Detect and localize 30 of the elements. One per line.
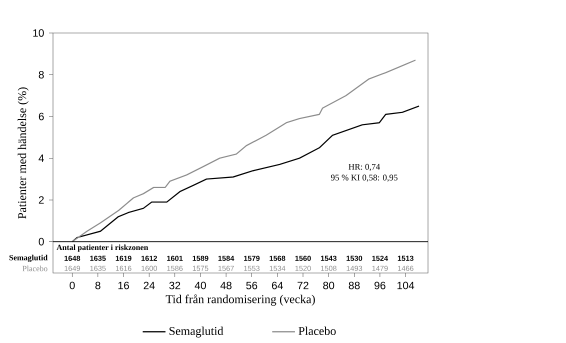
x-tick-label: 24 xyxy=(144,282,155,290)
x-tick-label: 104 xyxy=(397,282,414,290)
legend-label: Placebo xyxy=(298,326,336,336)
x-tick-label: 40 xyxy=(194,282,206,290)
x-tick-label: 96 xyxy=(374,282,386,290)
x-tick-label: 32 xyxy=(169,282,180,290)
x-tick-label: 0 xyxy=(70,282,75,290)
x-tick-label: 48 xyxy=(220,282,232,290)
text: Semaglutid xyxy=(9,254,48,262)
annotation: Antal patienter i riskzonen xyxy=(56,244,148,252)
y-tick-label: 0 xyxy=(38,238,44,246)
x-tick-label: 64 xyxy=(272,282,283,290)
x-axis-title: Tid från randomisering (vecka) xyxy=(166,294,315,306)
y-tick-label: 2 xyxy=(38,196,44,204)
annotation: 95 % KI 0,58: 0,95 xyxy=(330,174,398,182)
x-tick-label: 8 xyxy=(95,282,100,290)
annotation: HR: 0,74 xyxy=(348,164,380,171)
x-tick-label: 80 xyxy=(323,282,334,290)
x-tick-label: 88 xyxy=(348,282,360,290)
line-series xyxy=(72,60,416,242)
y-tick-label: 8 xyxy=(38,70,44,79)
x-tick-label: 72 xyxy=(298,282,308,290)
x-tick-label: 56 xyxy=(246,282,258,290)
legend-label: Semaglutid xyxy=(170,326,224,338)
y-tick-label: 6 xyxy=(38,112,44,120)
x-tick-label: 16 xyxy=(118,282,129,290)
y-tick-label: 4 xyxy=(38,154,44,162)
y-axis-title: Patienter med händelse (%) xyxy=(18,87,29,219)
y-tick-label: 10 xyxy=(33,29,44,37)
text: Placebo xyxy=(22,266,48,272)
